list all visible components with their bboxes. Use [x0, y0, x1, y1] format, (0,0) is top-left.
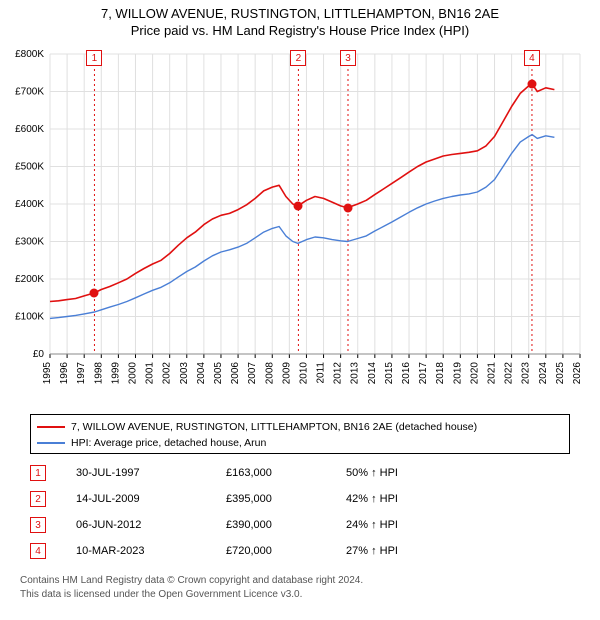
svg-text:1999: 1999 — [110, 362, 121, 385]
chart-svg: £0 £100K £200K £300K £400K £500K £600K £700K £80… — [0, 44, 600, 404]
svg-text:2025: 2025 — [555, 362, 566, 385]
legend-row-1: HPI: Average price, detached house, Arun — [37, 435, 563, 451]
event-marker-4: 4 — [524, 50, 540, 66]
transaction-diff: 42% ↑ HPI — [346, 493, 466, 505]
footer-attribution: Contains HM Land Registry data © Crown c… — [20, 574, 580, 601]
svg-text:2022: 2022 — [504, 362, 515, 385]
svg-text:2001: 2001 — [145, 362, 156, 385]
svg-text:£500K: £500K — [15, 162, 44, 173]
svg-text:2000: 2000 — [127, 362, 138, 385]
svg-text:1997: 1997 — [76, 362, 87, 385]
svg-text:2013: 2013 — [350, 362, 361, 385]
svg-text:£400K: £400K — [15, 199, 44, 210]
svg-text:2014: 2014 — [367, 362, 378, 385]
svg-text:2018: 2018 — [435, 362, 446, 385]
svg-text:2005: 2005 — [213, 362, 224, 385]
svg-text:2026: 2026 — [572, 362, 583, 385]
svg-text:£700K: £700K — [15, 87, 44, 98]
transaction-row-2: 2 14-JUL-2009£395,00042% ↑ HPI — [30, 486, 570, 512]
svg-text:2003: 2003 — [179, 362, 190, 385]
svg-text:2023: 2023 — [521, 362, 532, 385]
svg-text:£600K: £600K — [15, 124, 44, 135]
chart-container: 7, WILLOW AVENUE, RUSTINGTON, LITTLEHAMP… — [0, 0, 600, 620]
svg-text:£200K: £200K — [15, 274, 44, 285]
transaction-date: 30-JUL-1997 — [76, 467, 226, 479]
event-dot-2 — [294, 201, 303, 210]
event-marker-2: 2 — [290, 50, 306, 66]
svg-text:2009: 2009 — [281, 362, 292, 385]
footer-line-1: Contains HM Land Registry data © Crown c… — [20, 574, 580, 588]
svg-text:2021: 2021 — [487, 362, 498, 385]
svg-text:2024: 2024 — [538, 362, 549, 385]
title-address: 7, WILLOW AVENUE, RUSTINGTON, LITTLEHAMP… — [0, 6, 600, 21]
svg-text:2020: 2020 — [469, 362, 480, 385]
legend-label: HPI: Average price, detached house, Arun — [71, 437, 266, 449]
svg-text:£300K: £300K — [15, 237, 44, 248]
svg-text:2002: 2002 — [162, 362, 173, 385]
svg-text:2008: 2008 — [264, 362, 275, 385]
transaction-diff: 27% ↑ HPI — [346, 545, 466, 557]
svg-text:£800K: £800K — [15, 49, 44, 60]
event-marker-3: 3 — [340, 50, 356, 66]
transaction-diff: 50% ↑ HPI — [346, 467, 466, 479]
legend-swatch — [37, 426, 65, 428]
event-dot-1 — [90, 288, 99, 297]
transaction-marker: 1 — [30, 465, 46, 481]
footer-line-2: This data is licensed under the Open Gov… — [20, 588, 580, 602]
event-dot-3 — [343, 203, 352, 212]
legend: 7, WILLOW AVENUE, RUSTINGTON, LITTLEHAMP… — [30, 414, 570, 454]
svg-text:2007: 2007 — [247, 362, 258, 385]
title-block: 7, WILLOW AVENUE, RUSTINGTON, LITTLEHAMP… — [0, 0, 600, 38]
transaction-marker: 3 — [30, 517, 46, 533]
svg-text:2006: 2006 — [230, 362, 241, 385]
svg-text:2017: 2017 — [418, 362, 429, 385]
svg-text:2015: 2015 — [384, 362, 395, 385]
event-dot-4 — [527, 80, 536, 89]
svg-text:2012: 2012 — [333, 362, 344, 385]
transaction-row-4: 4 10-MAR-2023£720,00027% ↑ HPI — [30, 538, 570, 564]
transaction-date: 10-MAR-2023 — [76, 545, 226, 557]
event-marker-1: 1 — [86, 50, 102, 66]
legend-row-0: 7, WILLOW AVENUE, RUSTINGTON, LITTLEHAMP… — [37, 419, 563, 435]
svg-text:1998: 1998 — [93, 362, 104, 385]
legend-label: 7, WILLOW AVENUE, RUSTINGTON, LITTLEHAMP… — [71, 421, 477, 433]
svg-text:2019: 2019 — [452, 362, 463, 385]
chart-area: £0 £100K £200K £300K £400K £500K £600K £700K £80… — [0, 44, 600, 404]
svg-text:2004: 2004 — [196, 362, 207, 385]
transaction-marker: 4 — [30, 543, 46, 559]
svg-text:2011: 2011 — [316, 362, 327, 384]
transaction-marker: 2 — [30, 491, 46, 507]
title-subtitle: Price paid vs. HM Land Registry's House … — [0, 23, 600, 38]
transaction-row-1: 1 30-JUL-1997£163,00050% ↑ HPI — [30, 460, 570, 486]
transaction-price: £390,000 — [226, 519, 346, 531]
transaction-row-3: 3 06-JUN-2012£390,00024% ↑ HPI — [30, 512, 570, 538]
transaction-table: 1 30-JUL-1997£163,00050% ↑ HPI 2 14-JUL-200… — [30, 460, 570, 564]
svg-text:2016: 2016 — [401, 362, 412, 385]
transaction-date: 14-JUL-2009 — [76, 493, 226, 505]
legend-swatch — [37, 442, 65, 444]
svg-text:£100K: £100K — [15, 312, 44, 323]
svg-text:2010: 2010 — [298, 362, 309, 385]
transaction-price: £395,000 — [226, 493, 346, 505]
transaction-date: 06-JUN-2012 — [76, 519, 226, 531]
transaction-price: £720,000 — [226, 545, 346, 557]
transaction-diff: 24% ↑ HPI — [346, 519, 466, 531]
svg-text:£0: £0 — [33, 349, 45, 360]
transaction-price: £163,000 — [226, 467, 346, 479]
svg-text:1996: 1996 — [59, 362, 70, 385]
svg-text:1995: 1995 — [42, 362, 53, 385]
